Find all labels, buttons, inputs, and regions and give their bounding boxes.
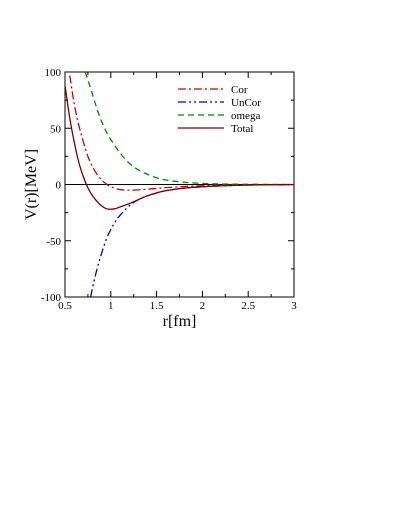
x-tick-label: 3 <box>291 300 297 312</box>
y-tick-label: 50 <box>50 123 62 135</box>
tick-labels: 0.5 1 1.5 2 2.5 3 -100 -50 0 50 100 <box>41 67 297 312</box>
legend-label-uncor: UnCor <box>231 97 261 109</box>
series-line-total <box>65 85 294 210</box>
y-tick-label: -50 <box>46 236 61 248</box>
x-tick-label: 1.5 <box>150 300 164 312</box>
legend-label-total: Total <box>231 123 253 135</box>
x-tick-label: 2.5 <box>241 300 255 312</box>
series-layer <box>65 72 294 297</box>
x-tick-label: 0.5 <box>58 300 72 312</box>
y-axis-label: V(r)[MeV] <box>23 149 40 220</box>
series-line-omega <box>84 72 294 186</box>
series-line-uncor <box>90 183 294 297</box>
y-tick-label: -100 <box>41 292 62 304</box>
series-line-cor <box>68 72 294 191</box>
y-tick-label: 0 <box>56 180 62 192</box>
y-tick-label: 100 <box>45 67 62 79</box>
x-tick-label: 2 <box>200 300 206 312</box>
x-tick-label: 1 <box>108 300 114 312</box>
legend-label-omega: omega <box>231 110 260 122</box>
x-axis-label: r[fm] <box>163 313 197 330</box>
legend-label-cor: Cor <box>231 84 248 96</box>
